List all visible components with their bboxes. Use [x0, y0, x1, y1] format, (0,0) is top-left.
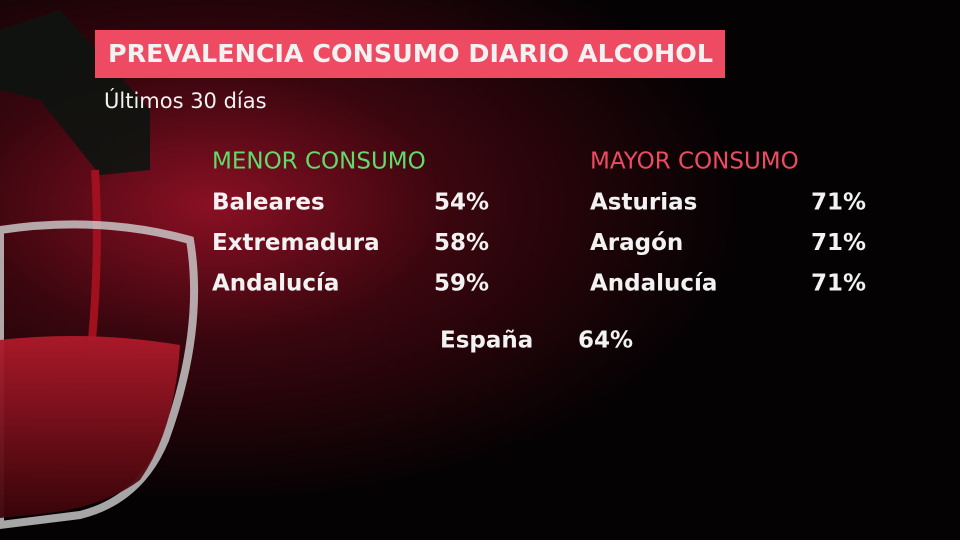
region-name: Andalucía: [590, 271, 717, 297]
total-label: España: [440, 328, 533, 354]
region-name: Baleares: [212, 190, 325, 216]
total-value: 64%: [578, 328, 633, 354]
region-name: Aragón: [590, 230, 683, 256]
region-name: Extremadura: [212, 230, 380, 256]
region-name: Andalucía: [212, 271, 339, 297]
high-heading: MAYOR CONSUMO: [590, 149, 799, 175]
region-name: Asturias: [590, 190, 697, 216]
wine-illustration: [0, 10, 199, 530]
subtitle: Últimos 30 días: [104, 88, 267, 113]
region-value: 58%: [434, 230, 489, 256]
region-value: 54%: [434, 190, 489, 216]
region-value: 59%: [434, 271, 489, 297]
region-value: 71%: [811, 230, 866, 256]
title: PREVALENCIA CONSUMO DIARIO ALCOHOL: [108, 39, 713, 68]
low-heading: MENOR CONSUMO: [212, 149, 426, 175]
region-value: 71%: [811, 190, 866, 216]
title-bar: [95, 30, 725, 78]
region-value: 71%: [811, 271, 866, 297]
